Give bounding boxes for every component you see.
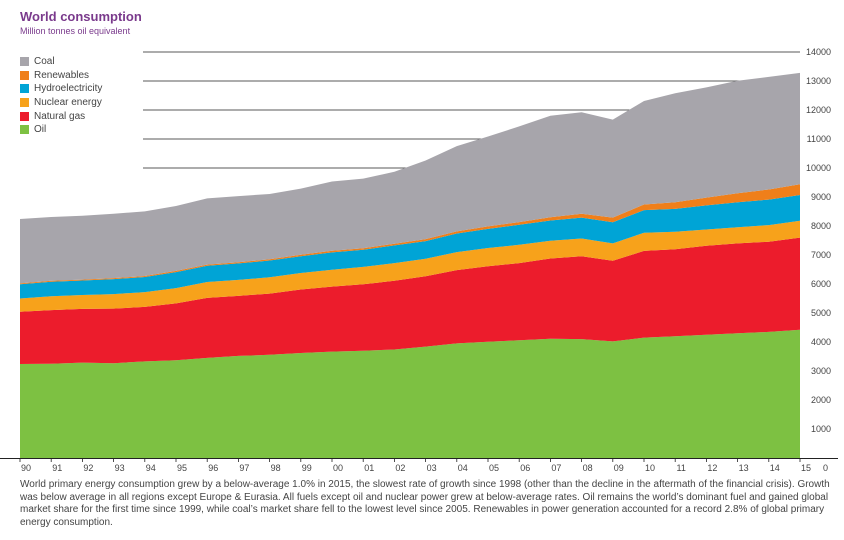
x-tick-label: 14 [770, 463, 780, 473]
area-natural-gas [20, 237, 800, 364]
x-tick-label: 95 [177, 463, 187, 473]
y-tick-label: 13000 [806, 76, 831, 86]
legend-swatch [20, 57, 29, 67]
y-tick-label: 4000 [811, 337, 831, 347]
y-tick-label: 2000 [811, 395, 831, 405]
x-tick-label: 15 [801, 463, 811, 473]
y-tick-label: 6000 [811, 279, 831, 289]
y-tick-label: 5000 [811, 308, 831, 318]
y-tick-label: 9000 [811, 192, 831, 202]
legend-item-hydroelectricity: Hydroelectricity [20, 82, 102, 96]
legend-label: Nuclear energy [34, 97, 102, 109]
chart-subtitle: Million tonnes oil equivalent [20, 26, 131, 36]
y-tick-label: 14000 [806, 47, 831, 57]
area-nuclear-energy [20, 220, 800, 312]
chart-caption: World primary energy consumption grew by… [20, 479, 830, 528]
legend-label: Coal [34, 56, 55, 68]
legend-item-oil: Oil [20, 123, 102, 137]
x-tick-label: 12 [707, 463, 717, 473]
x-tick-label: 97 [239, 463, 249, 473]
x-tick-label: 91 [52, 463, 62, 473]
area-oil [20, 329, 800, 458]
legend-item-natural-gas: Natural gas [20, 109, 102, 123]
x-axis: 90 91 92 93 94 95 96 97 98 99 00 01 02 03 04 05 06 07 08 09… [0, 458, 838, 473]
x-tick-label: 07 [551, 463, 561, 473]
x-tick-label: 09 [614, 463, 624, 473]
x-tick-label: 03 [427, 463, 437, 473]
y-tick-label: 3000 [811, 366, 831, 376]
legend-label: Natural gas [34, 110, 86, 122]
legend-label: Oil [34, 124, 47, 136]
x-tick-label: 10 [645, 463, 655, 473]
x-tick-label: 06 [520, 463, 530, 473]
x-tick-label: 02 [395, 463, 405, 473]
area-hydroelectricity [20, 195, 800, 299]
area-coal [20, 72, 800, 284]
x-tick-label: 01 [364, 463, 374, 473]
legend-label: Renewables [34, 69, 90, 81]
chart-title: World consumption [20, 9, 142, 24]
y-tick-label: 12000 [806, 105, 831, 115]
x-tick-label: 08 [583, 463, 593, 473]
x-tick-label: 99 [302, 463, 312, 473]
legend-item-nuclear-energy: Nuclear energy [20, 96, 102, 110]
legend-swatch [20, 70, 29, 80]
x-tick-label: 05 [489, 463, 499, 473]
y-tick-label: 1000 [811, 424, 831, 434]
x-tick-label: 96 [208, 463, 218, 473]
legend-label: Hydroelectricity [34, 83, 103, 95]
y-axis: 0 1000 2000 3000 4000 5000 6000 7000 8000 9000 100… [806, 47, 831, 473]
x-tick-label: 93 [115, 463, 125, 473]
y-tick-label: 0 [823, 463, 828, 473]
legend-swatch [20, 84, 29, 94]
x-tick-label: 94 [146, 463, 156, 473]
legend-swatch [20, 125, 29, 135]
legend-swatch [20, 98, 29, 108]
y-tick-label: 10000 [806, 163, 831, 173]
x-tick-label: 11 [677, 463, 686, 473]
x-tick-label: 04 [458, 463, 468, 473]
legend-item-renewables: Renewables [20, 69, 102, 83]
legend: Coal Renewables Hydroelectricity Nuclear en… [20, 55, 102, 137]
x-tick-label: 90 [21, 463, 31, 473]
x-tick-label: 92 [83, 463, 93, 473]
series-areas [20, 72, 800, 458]
legend-swatch [20, 111, 29, 121]
x-tick-label: 13 [739, 463, 749, 473]
y-tick-label: 11000 [807, 134, 831, 144]
y-tick-label: 7000 [811, 250, 831, 260]
x-tick-label: 98 [271, 463, 281, 473]
y-tick-label: 8000 [811, 221, 831, 231]
legend-item-coal: Coal [20, 55, 102, 69]
x-tick-label: 00 [333, 463, 343, 473]
